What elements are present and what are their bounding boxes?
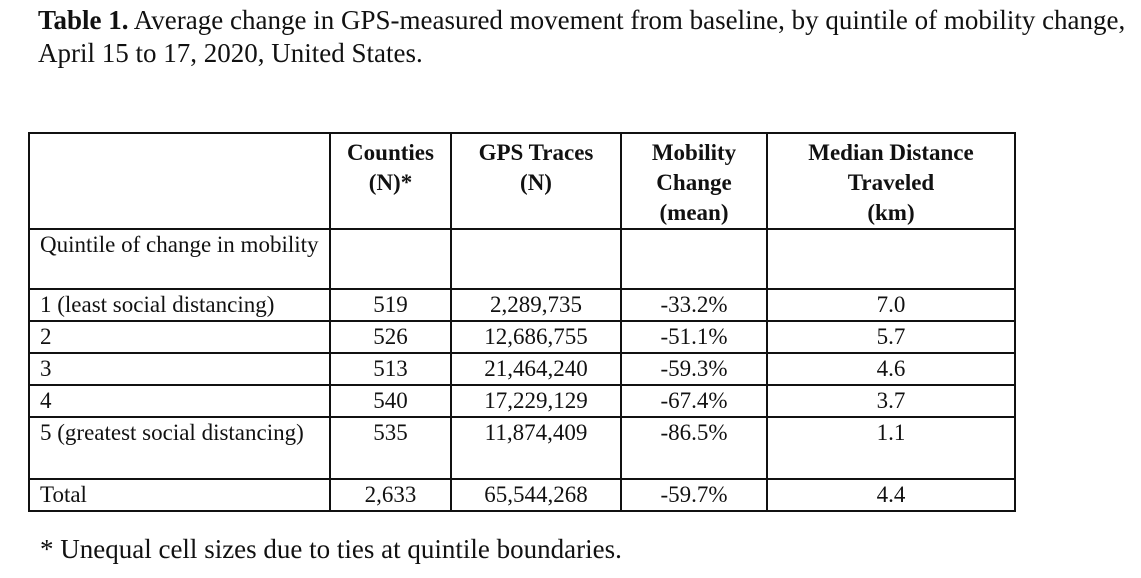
total-mobility-change-cell: -59.7%: [620, 478, 768, 512]
data-table: Counties (N)* GPS Traces (N) Mobility Chang…: [28, 132, 1016, 512]
row-label: 5 (greatest social distancing): [28, 416, 331, 480]
counties-cell: 526: [329, 320, 452, 354]
gps-traces-cell: 12,686,755: [450, 320, 622, 354]
row-label: 3: [28, 352, 331, 386]
counties-cell: 513: [329, 352, 452, 386]
gps-traces-cell: 17,229,129: [450, 384, 622, 418]
header-counties: Counties (N)*: [329, 132, 452, 230]
median-distance-cell: 4.6: [766, 352, 1016, 386]
total-label: Total: [28, 478, 331, 512]
table-row: 4 540 17,229,129 -67.4% 3.7: [28, 384, 1016, 418]
row-label: 2: [28, 320, 331, 354]
median-distance-cell: 1.1: [766, 416, 1016, 480]
total-gps-traces-cell: 65,544,268: [450, 478, 622, 512]
header-median-distance: Median Distance Traveled (km): [766, 132, 1016, 230]
gps-traces-cell: 11,874,409: [450, 416, 622, 480]
header-mobility-change: Mobility Change (mean): [620, 132, 768, 230]
section-row: Quintile of change in mobility: [28, 228, 1016, 290]
row-label: 4: [28, 384, 331, 418]
total-row: Total 2,633 65,544,268 -59.7% 4.4: [28, 478, 1016, 512]
row-label: 1 (least social distancing): [28, 288, 331, 322]
table-row: 5 (greatest social distancing) 535 11,87…: [28, 416, 1016, 480]
table-row: 3 513 21,464,240 -59.3% 4.6: [28, 352, 1016, 386]
table-row: 1 (least social distancing) 519 2,289,73…: [28, 288, 1016, 322]
empty-cell: [450, 228, 622, 290]
header-empty: [28, 132, 331, 230]
empty-cell: [766, 228, 1016, 290]
caption-label: Table 1.: [38, 5, 129, 35]
mobility-change-cell: -67.4%: [620, 384, 768, 418]
empty-cell: [620, 228, 768, 290]
total-counties-cell: 2,633: [329, 478, 452, 512]
empty-cell: [329, 228, 452, 290]
caption-text: Average change in GPS-measured movement …: [38, 5, 1126, 68]
header-row: Counties (N)* GPS Traces (N) Mobility Chang…: [28, 132, 1016, 230]
mobility-change-cell: -59.3%: [620, 352, 768, 386]
counties-cell: 535: [329, 416, 452, 480]
median-distance-cell: 3.7: [766, 384, 1016, 418]
mobility-change-cell: -33.2%: [620, 288, 768, 322]
footnote: * Unequal cell sizes due to ties at quin…: [40, 534, 622, 564]
gps-traces-cell: 21,464,240: [450, 352, 622, 386]
header-gps-traces: GPS Traces (N): [450, 132, 622, 230]
mobility-change-cell: -86.5%: [620, 416, 768, 480]
section-label: Quintile of change in mobility: [28, 228, 331, 290]
counties-cell: 519: [329, 288, 452, 322]
counties-cell: 540: [329, 384, 452, 418]
total-median-distance-cell: 4.4: [766, 478, 1016, 512]
gps-traces-cell: 2,289,735: [450, 288, 622, 322]
table-row: 2 526 12,686,755 -51.1% 5.7: [28, 320, 1016, 354]
table-caption: Table 1. Average change in GPS-measured …: [38, 4, 1133, 70]
median-distance-cell: 7.0: [766, 288, 1016, 322]
median-distance-cell: 5.7: [766, 320, 1016, 354]
mobility-change-cell: -51.1%: [620, 320, 768, 354]
